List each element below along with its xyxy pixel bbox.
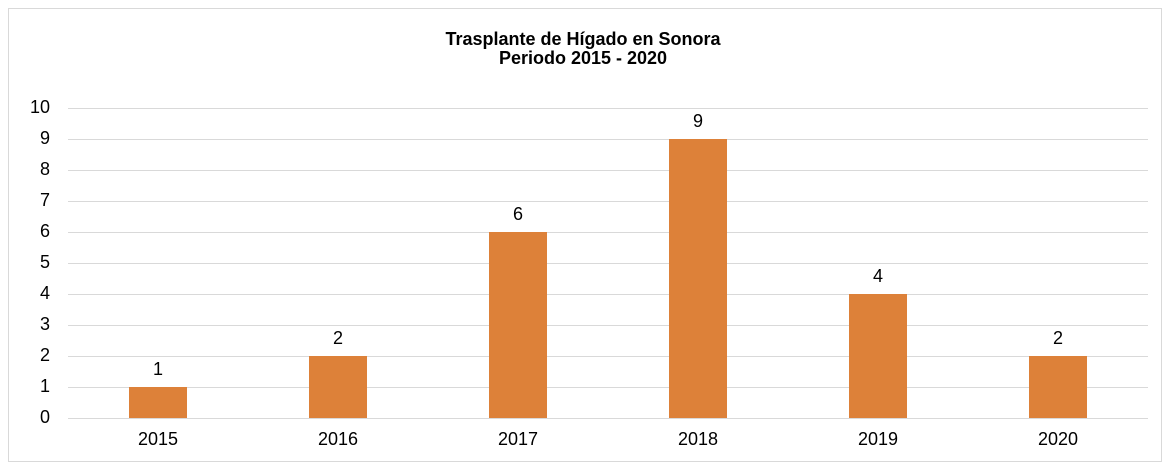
data-label: 4	[873, 266, 883, 286]
y-tick-label: 6	[40, 221, 50, 241]
chart-title: Trasplante de Hígado en Sonora	[445, 29, 721, 49]
x-tick-label: 2016	[318, 429, 358, 449]
y-tick-label: 1	[40, 376, 50, 396]
data-label: 1	[153, 359, 163, 379]
x-tick-label: 2019	[858, 429, 898, 449]
x-tick-label: 2017	[498, 429, 538, 449]
y-tick-label: 5	[40, 252, 50, 272]
y-tick-label: 9	[40, 128, 50, 148]
data-label: 2	[333, 328, 343, 348]
y-tick-label: 3	[40, 314, 50, 334]
y-tick-label: 10	[30, 97, 50, 117]
bar	[1029, 356, 1087, 418]
chart-border	[8, 8, 1162, 462]
y-tick-label: 4	[40, 283, 50, 303]
y-tick-label: 7	[40, 190, 50, 210]
y-tick-label: 0	[40, 407, 50, 427]
bar	[669, 139, 727, 418]
x-tick-label: 2015	[138, 429, 178, 449]
bar	[849, 294, 907, 418]
x-tick-label: 2020	[1038, 429, 1078, 449]
bar	[129, 387, 187, 418]
data-label: 2	[1053, 328, 1063, 348]
y-tick-label: 8	[40, 159, 50, 179]
data-label: 9	[693, 111, 703, 131]
x-tick-label: 2018	[678, 429, 718, 449]
y-tick-label: 2	[40, 345, 50, 365]
bar	[309, 356, 367, 418]
data-label: 6	[513, 204, 523, 224]
chart-subtitle: Periodo 2015 - 2020	[499, 48, 667, 68]
bar	[489, 232, 547, 418]
